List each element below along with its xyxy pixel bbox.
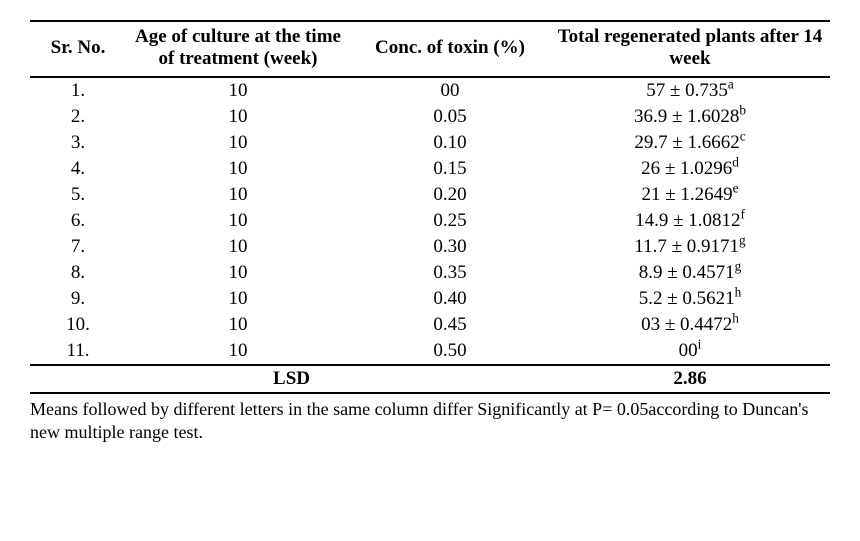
cell-age: 10 [126, 156, 350, 182]
total-superscript: e [733, 181, 739, 196]
cell-total: 29.7 ± 1.6662c [550, 130, 830, 156]
lsd-value: 2.86 [550, 365, 830, 393]
cell-total: 8.9 ± 0.4571g [550, 260, 830, 286]
total-superscript: d [732, 155, 739, 170]
lsd-empty [30, 365, 126, 393]
cell-conc: 0.30 [350, 234, 550, 260]
cell-sr: 7. [30, 234, 126, 260]
cell-sr: 8. [30, 260, 126, 286]
table-row: 2.100.0536.9 ± 1.6028b [30, 104, 830, 130]
footnote-text: Means followed by different letters in t… [30, 398, 830, 445]
cell-conc: 0.25 [350, 208, 550, 234]
table-row: 8.100.358.9 ± 0.4571g [30, 260, 830, 286]
table-row: 6.100.2514.9 ± 1.0812f [30, 208, 830, 234]
cell-conc: 0.45 [350, 312, 550, 338]
header-row: Sr. No. Age of culture at the time of tr… [30, 21, 830, 77]
cell-sr: 10. [30, 312, 126, 338]
total-value: 5.2 ± 0.5621 [639, 288, 735, 309]
total-value: 8.9 ± 0.4571 [639, 262, 735, 283]
cell-total: 26 ± 1.0296d [550, 156, 830, 182]
total-value: 36.9 ± 1.6028 [634, 106, 739, 127]
cell-conc: 0.20 [350, 182, 550, 208]
cell-sr: 2. [30, 104, 126, 130]
header-sr: Sr. No. [30, 21, 126, 77]
total-superscript: h [732, 311, 739, 326]
cell-age: 10 [126, 286, 350, 312]
lsd-empty [350, 365, 550, 393]
cell-total: 57 ± 0.735a [550, 77, 830, 104]
cell-age: 10 [126, 104, 350, 130]
total-superscript: f [741, 207, 745, 222]
cell-sr: 6. [30, 208, 126, 234]
header-conc: Conc. of toxin (%) [350, 21, 550, 77]
cell-total: 14.9 ± 1.0812f [550, 208, 830, 234]
table-row: 11.100.5000i [30, 338, 830, 365]
cell-sr: 5. [30, 182, 126, 208]
cell-age: 10 [126, 338, 350, 365]
cell-conc: 0.05 [350, 104, 550, 130]
total-superscript: c [740, 129, 746, 144]
cell-conc: 0.50 [350, 338, 550, 365]
cell-conc: 0.15 [350, 156, 550, 182]
table-row: 3.100.1029.7 ± 1.6662c [30, 130, 830, 156]
cell-sr: 9. [30, 286, 126, 312]
header-total: Total regenerated plants after 14 week [550, 21, 830, 77]
cell-total: 03 ± 0.4472h [550, 312, 830, 338]
cell-sr: 3. [30, 130, 126, 156]
total-value: 03 ± 0.4472 [641, 314, 732, 335]
table-row: 10.100.4503 ± 0.4472h [30, 312, 830, 338]
table-row: 5.100.2021 ± 1.2649e [30, 182, 830, 208]
cell-conc: 0.35 [350, 260, 550, 286]
header-age: Age of culture at the time of treatment … [126, 21, 350, 77]
cell-age: 10 [126, 312, 350, 338]
total-superscript: h [735, 285, 742, 300]
total-superscript: g [739, 233, 746, 248]
cell-total: 00i [550, 338, 830, 365]
data-table: Sr. No. Age of culture at the time of tr… [30, 20, 830, 394]
cell-total: 21 ± 1.2649e [550, 182, 830, 208]
cell-total: 11.7 ± 0.9171g [550, 234, 830, 260]
cell-age: 10 [126, 182, 350, 208]
total-value: 57 ± 0.735 [646, 80, 728, 101]
table-row: 1.100057 ± 0.735a [30, 77, 830, 104]
total-superscript: g [735, 259, 742, 274]
cell-conc: 0.10 [350, 130, 550, 156]
lsd-row: LSD 2.86 [30, 365, 830, 393]
total-superscript: a [728, 77, 734, 92]
table-row: 4.100.1526 ± 1.0296d [30, 156, 830, 182]
cell-age: 10 [126, 130, 350, 156]
total-value: 21 ± 1.2649 [641, 184, 732, 205]
total-superscript: b [739, 103, 746, 118]
total-value: 14.9 ± 1.0812 [635, 210, 740, 231]
lsd-label: LSD [126, 365, 350, 393]
cell-age: 10 [126, 234, 350, 260]
table-row: 9.100.405.2 ± 0.5621h [30, 286, 830, 312]
cell-sr: 11. [30, 338, 126, 365]
cell-sr: 4. [30, 156, 126, 182]
total-value: 11.7 ± 0.9171 [634, 236, 739, 257]
cell-age: 10 [126, 208, 350, 234]
cell-conc: 00 [350, 77, 550, 104]
cell-total: 36.9 ± 1.6028b [550, 104, 830, 130]
table-row: 7.100.3011.7 ± 0.9171g [30, 234, 830, 260]
total-value: 26 ± 1.0296 [641, 158, 732, 179]
cell-conc: 0.40 [350, 286, 550, 312]
cell-age: 10 [126, 77, 350, 104]
cell-sr: 1. [30, 77, 126, 104]
total-value: 00 [679, 340, 698, 361]
total-superscript: i [698, 337, 702, 352]
cell-total: 5.2 ± 0.5621h [550, 286, 830, 312]
cell-age: 10 [126, 260, 350, 286]
total-value: 29.7 ± 1.6662 [634, 132, 739, 153]
